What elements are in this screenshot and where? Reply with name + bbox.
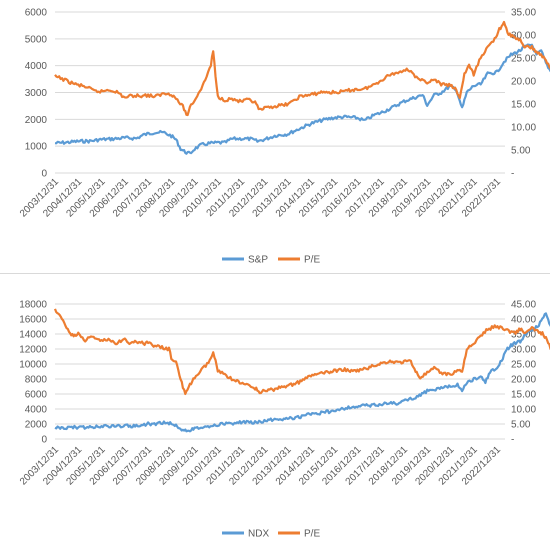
y-left-tick-label: 10000 [19,360,47,371]
y-left-tick-label: 12000 [19,345,47,356]
y-left-tick-label: 4000 [25,405,48,416]
legend-label: NDX [248,529,269,540]
y-right-tick-label: 10.00 [511,405,536,416]
y-left-tick-label: 5000 [25,34,48,45]
legend-label: P/E [304,255,320,266]
y-left-tick-label: 6000 [25,8,48,19]
ndx-pe-chart: 0 2000 4000 6000 8000 10000 12000 14000 16000 180… [18,300,550,540]
y-right-tick-label: - [511,169,514,180]
chart-panel-ndx: 0 2000 4000 6000 8000 10000 12000 14000 16000 180… [0,274,550,548]
y-right-tick-label: 5.00 [511,146,531,157]
y-left-tick-label: 8000 [25,375,48,386]
legend-label: S&P [248,255,268,266]
y-left-tick-label: 2000 [25,115,48,126]
y-left-tick-label: 16000 [19,315,47,326]
y-left-tick-label: 2000 [25,420,48,431]
chart-panel-sp: 0 1000 2000 3000 4000 5000 6000 - 5.00 10.00 15.00… [17,7,550,266]
y-right-tick-label: 40.00 [511,315,536,326]
y-right-tick-label: 35.00 [511,8,536,19]
y-right-tick-label: - [511,435,514,446]
y-right-tick-label: 20.00 [511,77,536,88]
series-line-sp [54,43,550,155]
legend-label: P/E [304,529,320,540]
y-right-tick-label: 15.00 [511,390,536,401]
y-right-tick-label: 15.00 [511,100,536,111]
y-right-tick-label: 30.00 [511,31,536,42]
series-line-pe [54,20,550,117]
y-left-tick-label: 14000 [19,330,47,341]
y-right-tick-label: 5.00 [511,420,531,431]
y-left-tick-label: 0 [41,435,47,446]
y-right-tick-label: 45.00 [511,300,536,311]
y-right-tick-label: 10.00 [511,123,536,134]
series-line-ndx [54,312,550,433]
y-left-tick-label: 1000 [25,142,48,153]
sp-pe-chart: 0 1000 2000 3000 4000 5000 6000 - 5.00 10.00 15.00… [18,8,550,266]
y-left-tick-label: 3000 [25,88,48,99]
y-left-tick-label: 4000 [25,61,48,72]
y-right-tick-label: 20.00 [511,375,536,386]
y-left-tick-label: 18000 [19,300,47,311]
y-left-tick-label: 6000 [25,390,48,401]
y-left-tick-label: 0 [41,169,47,180]
y-right-tick-label: 25.00 [511,54,536,65]
chart-divider [0,273,550,274]
series-line-pe [53,308,550,396]
y-right-tick-label: 25.00 [511,360,536,371]
y-right-tick-label: 30.00 [511,345,536,356]
